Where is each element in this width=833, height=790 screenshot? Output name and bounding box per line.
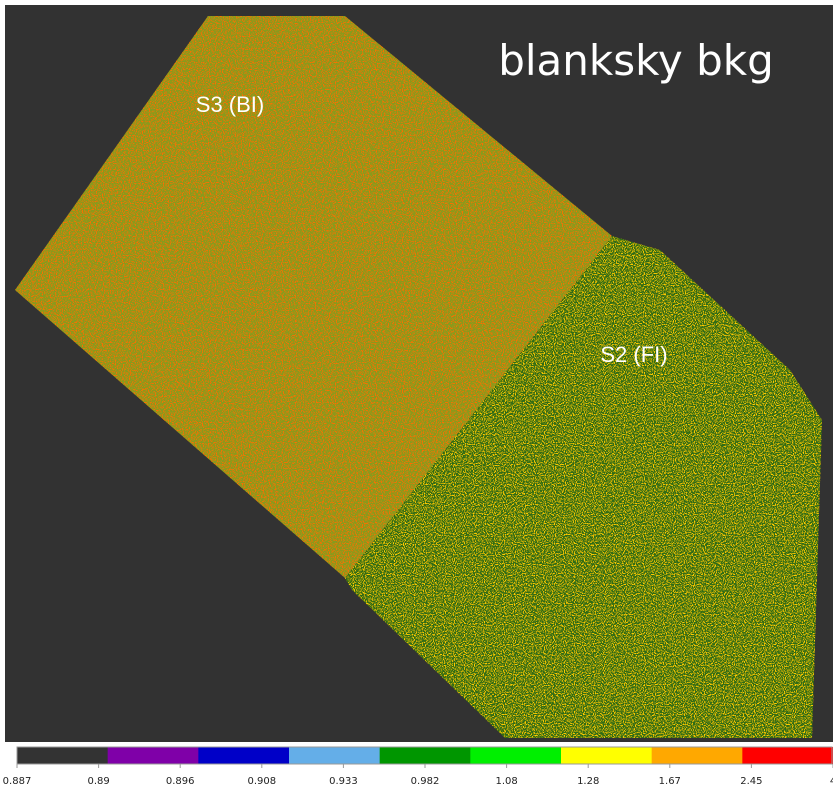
colorbar-label: 0.887 xyxy=(3,776,32,787)
colorbar-segment xyxy=(742,747,833,764)
colorbar-label: 2.45 xyxy=(740,776,762,787)
region-label: S2 (FI) xyxy=(600,342,667,367)
chip-s2 xyxy=(345,236,822,738)
colorbar-label: 1.28 xyxy=(577,776,599,787)
colorbar-label: 0.896 xyxy=(166,776,195,787)
colorbar-label: 0.89 xyxy=(87,776,109,787)
chip-s3 xyxy=(15,16,612,578)
colorbar-segment xyxy=(379,747,471,764)
colorbar-segment xyxy=(17,747,109,764)
colorbar-segment xyxy=(198,747,290,764)
colorbar-segment xyxy=(561,747,653,764)
region-label: S3 (BI) xyxy=(196,92,264,117)
colorbar-label: 4 xyxy=(830,776,833,787)
colorbar-segment xyxy=(470,747,562,764)
colorbar-label: 0.908 xyxy=(247,776,276,787)
colorbar-label: 1.67 xyxy=(659,776,681,787)
colorbar-label: 0.933 xyxy=(329,776,358,787)
colorbar-segment xyxy=(107,747,199,764)
colorbar-segment xyxy=(289,747,381,764)
colorbar-label: 0.982 xyxy=(411,776,440,787)
colorbar: 0.887 0.89 0.896 0.908 0.933 0.982 1.08 1.28 1.6… xyxy=(3,746,833,787)
colorbar-segment xyxy=(651,747,743,764)
image-title: blanksky bkg xyxy=(498,36,774,85)
colorbar-label: 1.08 xyxy=(495,776,517,787)
